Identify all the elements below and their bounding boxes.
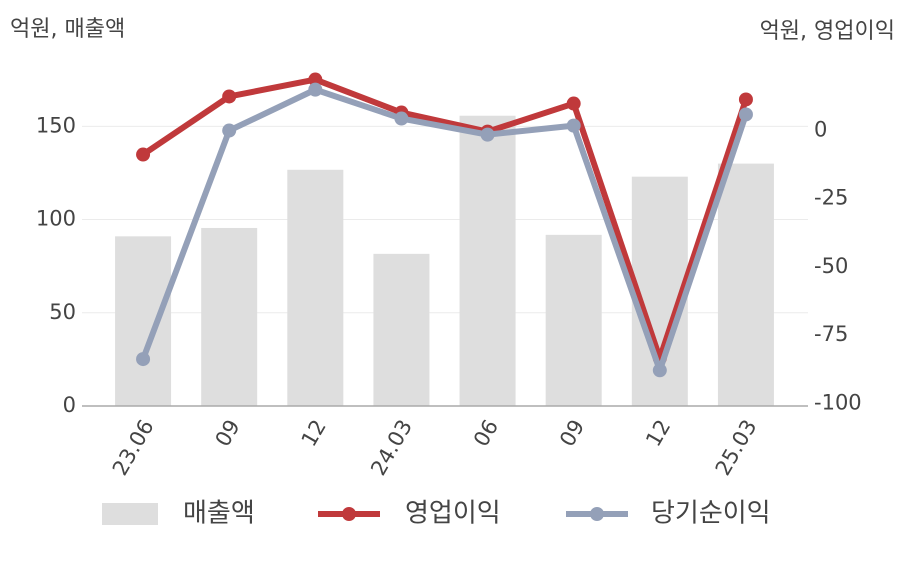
y-tick-label: 150: [36, 113, 76, 137]
marker: [222, 123, 237, 138]
marker: [566, 96, 581, 111]
y-tick-label: 0: [63, 393, 76, 417]
x-tick-label: 09: [211, 416, 245, 451]
y-axis-label: 억원, 매출액: [10, 17, 125, 42]
legend-marker: [342, 507, 356, 521]
bar: [717, 163, 774, 406]
marker: [136, 147, 151, 162]
bar: [373, 253, 430, 406]
y-tick-label: 50: [49, 300, 76, 324]
legend-marker: [590, 507, 604, 521]
marker: [738, 92, 753, 107]
x-tick-label: 06: [469, 416, 503, 451]
x-tick-label: 24.03: [366, 416, 417, 480]
marker: [480, 127, 495, 142]
legend-swatch: [102, 503, 158, 525]
x-tick-label: 23.06: [108, 416, 159, 480]
line: [140, 86, 749, 374]
x-tick-label: 25.03: [711, 416, 762, 480]
legend-label: 매출액: [183, 499, 255, 529]
y2-tick-label: -25: [814, 186, 848, 210]
y2-tick-label: -75: [814, 322, 848, 346]
y2-tick-label: 0: [814, 118, 827, 142]
x-tick-label: 12: [641, 416, 675, 451]
bar: [545, 234, 602, 406]
marker: [394, 111, 409, 126]
marker: [566, 118, 581, 133]
legend-label: 영업이익: [405, 499, 501, 529]
marker: [308, 82, 323, 97]
marker: [222, 89, 237, 104]
bar: [287, 169, 344, 406]
x-tick-label: 09: [555, 416, 589, 451]
y2-tick-label: -50: [814, 254, 848, 278]
marker: [738, 107, 753, 122]
x-tick-label: 12: [297, 416, 331, 451]
y2-axis-label: 억원, 영업이익: [760, 19, 895, 44]
marker: [136, 352, 151, 367]
bar: [459, 115, 516, 407]
marker: [652, 363, 667, 378]
marker: [308, 72, 323, 87]
line: [141, 76, 749, 362]
y2-tick-label: -100: [814, 390, 862, 414]
bar: [115, 236, 172, 406]
y-tick-label: 100: [36, 207, 76, 231]
legend-label: 당기순이익: [651, 499, 771, 529]
bar: [201, 227, 258, 406]
